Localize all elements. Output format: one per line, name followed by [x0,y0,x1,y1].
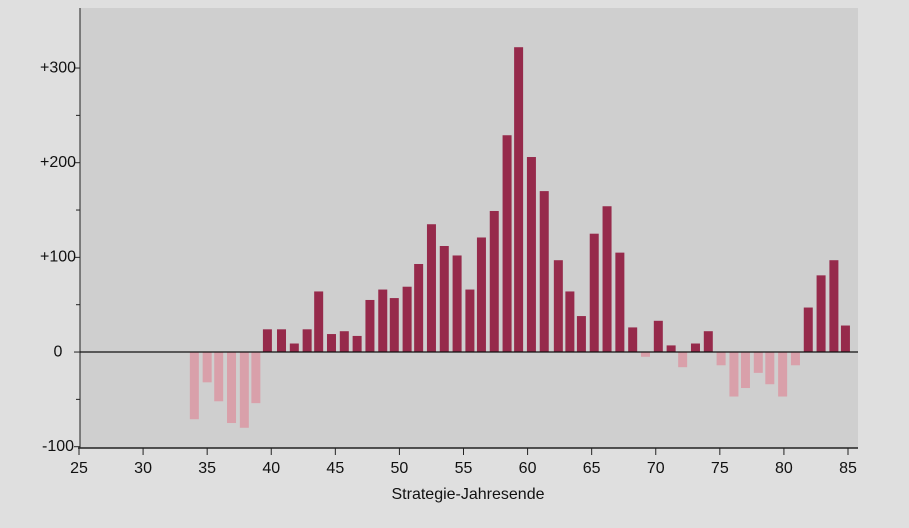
x-tick-label: 85 [839,460,857,477]
x-axis-label: Strategie-Jahresende [392,486,545,503]
y-tick-label: +200 [40,154,76,171]
x-tick-label: 50 [391,460,409,477]
bar [565,291,575,353]
x-tick-label: 40 [262,460,280,477]
bar [452,255,462,353]
bar [239,352,249,428]
bar [389,298,399,353]
y-tick-label: 0 [54,343,63,360]
bar [740,352,750,389]
bar [439,246,449,353]
bar [378,289,388,353]
bar [690,343,700,353]
x-tick-label: 30 [134,460,152,477]
bar [640,352,650,357]
bar [615,252,625,353]
bar [339,331,349,353]
bar [202,352,212,383]
bar [678,352,688,368]
bar [326,334,336,353]
bar [414,263,424,353]
x-tick-label: 60 [519,460,537,477]
bar [476,237,486,353]
bar [765,352,775,385]
bar [816,275,826,353]
bar [666,345,676,353]
x-tick-label: 55 [455,460,473,477]
bar [539,191,549,353]
x-tick-label: 35 [198,460,216,477]
bar [214,352,224,402]
bar [402,286,412,353]
bar [314,291,324,353]
bar [302,329,312,353]
bar [502,135,512,353]
bar [426,224,436,353]
bar [829,260,839,353]
bar [277,329,287,353]
bar [526,157,536,353]
bar [576,316,586,353]
bar [716,352,726,366]
bar [251,352,261,404]
bar [189,352,199,420]
bar [553,260,563,353]
bar [778,352,788,397]
x-tick-label: 65 [583,460,601,477]
x-tick-label: 25 [70,460,88,477]
bar [803,307,813,353]
x-tick-label: 45 [326,460,344,477]
bar [628,327,638,353]
bar [653,320,663,353]
x-tick-label: 75 [711,460,729,477]
x-tick-label: 80 [775,460,793,477]
bar [289,343,299,353]
bar [227,352,237,424]
bar [262,329,272,353]
bar [840,325,850,353]
bar [365,299,375,353]
bar [489,210,499,353]
bar [514,47,524,353]
bar [589,233,599,353]
y-tick-label: +100 [40,249,76,266]
bar [352,335,362,353]
bar [729,352,739,397]
bar [703,331,713,353]
bar [602,206,612,353]
bar [790,352,800,366]
y-tick-label: +300 [40,59,76,76]
x-tick-label: 70 [647,460,665,477]
y-tick-label: -100 [42,438,74,455]
bar [465,289,475,353]
bar [753,352,763,373]
